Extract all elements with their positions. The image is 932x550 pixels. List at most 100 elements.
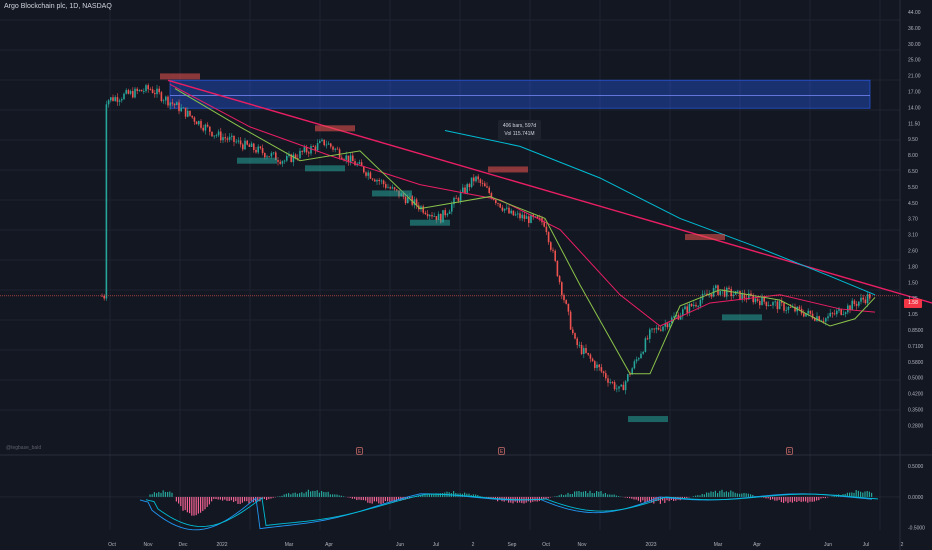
candle-body xyxy=(239,140,242,145)
price-tick-label: 14.00 xyxy=(908,105,921,111)
candle-body xyxy=(475,176,477,182)
time-tick-label: Oct xyxy=(108,542,116,548)
candle-body xyxy=(723,289,726,297)
candle-body xyxy=(204,124,207,131)
earnings-marker[interactable]: E xyxy=(786,447,793,455)
candle-body xyxy=(847,305,849,313)
candle-body xyxy=(233,135,235,142)
candle-body xyxy=(444,210,446,216)
candle-body xyxy=(180,107,182,112)
candle-body xyxy=(231,135,233,137)
candle-body xyxy=(666,323,669,328)
candle-body xyxy=(290,154,292,163)
candle-body xyxy=(255,149,257,153)
candle-body xyxy=(576,338,578,346)
candle-body xyxy=(151,89,154,93)
candle-body xyxy=(539,218,541,219)
candle-body xyxy=(748,293,750,300)
candle-body xyxy=(385,184,387,188)
candle-body xyxy=(833,313,836,315)
pivot-low-label xyxy=(722,314,762,321)
candle-body xyxy=(536,216,539,219)
candle-body xyxy=(528,216,530,223)
trendline xyxy=(167,79,932,304)
pivot-high-label xyxy=(160,73,200,80)
candle-body xyxy=(697,306,699,307)
candle-body xyxy=(589,354,592,359)
candle-body xyxy=(187,110,189,117)
candle-body xyxy=(462,187,464,193)
earnings-marker[interactable]: E xyxy=(356,447,363,455)
candle-body xyxy=(739,290,741,300)
candle-body xyxy=(380,180,383,182)
candle-body xyxy=(266,156,268,158)
earnings-marker[interactable]: E xyxy=(498,447,505,455)
candle-body xyxy=(167,96,169,106)
candle-body xyxy=(334,148,336,150)
candle-body xyxy=(770,305,772,307)
candle-body xyxy=(138,89,141,91)
candle-body xyxy=(369,172,372,179)
candle-body xyxy=(556,260,559,277)
candle-body xyxy=(668,323,671,328)
price-tick-label: 3.70 xyxy=(908,217,918,223)
candle-body xyxy=(763,296,765,302)
time-tick-label: Nov xyxy=(144,542,153,548)
chart-title: Argo Blockchain plc, 1D, NASDAQ xyxy=(4,3,112,10)
candle-body xyxy=(202,127,204,131)
time-tick-label: Mar xyxy=(285,542,294,548)
candle-body xyxy=(114,97,116,101)
candle-body xyxy=(631,368,633,375)
candle-body xyxy=(136,88,138,91)
candle-body xyxy=(609,381,611,383)
watermark: @tegbase_bald xyxy=(6,445,42,451)
candle-body xyxy=(772,302,774,306)
candle-body xyxy=(248,144,251,147)
candle-body xyxy=(644,338,647,352)
candle-body xyxy=(312,146,314,148)
ma-long-line xyxy=(444,129,876,296)
candle-body xyxy=(638,358,640,360)
candle-body xyxy=(756,298,759,301)
candle-body xyxy=(774,301,776,303)
candle-body xyxy=(433,216,435,217)
candle-body xyxy=(512,210,515,216)
candle-body xyxy=(699,299,702,307)
candle-body xyxy=(842,313,845,315)
candle-body xyxy=(378,179,380,182)
price-tick-label: 2.60 xyxy=(908,249,918,255)
candle-body xyxy=(134,88,136,98)
candle-body xyxy=(387,187,389,189)
candle-body xyxy=(347,155,350,163)
candle-body xyxy=(118,100,121,102)
pivot-high-label xyxy=(315,125,355,132)
candle-body xyxy=(596,364,598,368)
candle-body xyxy=(154,92,156,95)
candle-body xyxy=(173,103,176,106)
candle-body xyxy=(517,213,519,215)
candle-body xyxy=(750,293,752,296)
candle-body xyxy=(622,384,625,391)
candle-body xyxy=(464,187,466,193)
candle-body xyxy=(147,85,149,90)
candle-body xyxy=(270,153,273,157)
candle-body xyxy=(123,93,125,100)
candle-body xyxy=(396,189,398,191)
pivot-low-label xyxy=(305,165,345,172)
candle-body xyxy=(653,328,655,330)
candle-body xyxy=(184,107,187,117)
candle-body xyxy=(605,373,607,379)
time-tick-label: Nov xyxy=(578,542,587,548)
price-tick-label: 0.7100 xyxy=(908,344,924,350)
ma-short-line xyxy=(174,88,876,375)
candle-body xyxy=(156,88,158,95)
candle-body xyxy=(506,207,508,209)
time-tick-label: Oct xyxy=(542,542,550,548)
candle-body xyxy=(778,301,781,310)
candle-body xyxy=(574,333,576,339)
candle-body xyxy=(242,144,244,150)
candle-body xyxy=(649,329,651,339)
candle-body xyxy=(413,199,416,205)
candle-body xyxy=(620,384,622,387)
